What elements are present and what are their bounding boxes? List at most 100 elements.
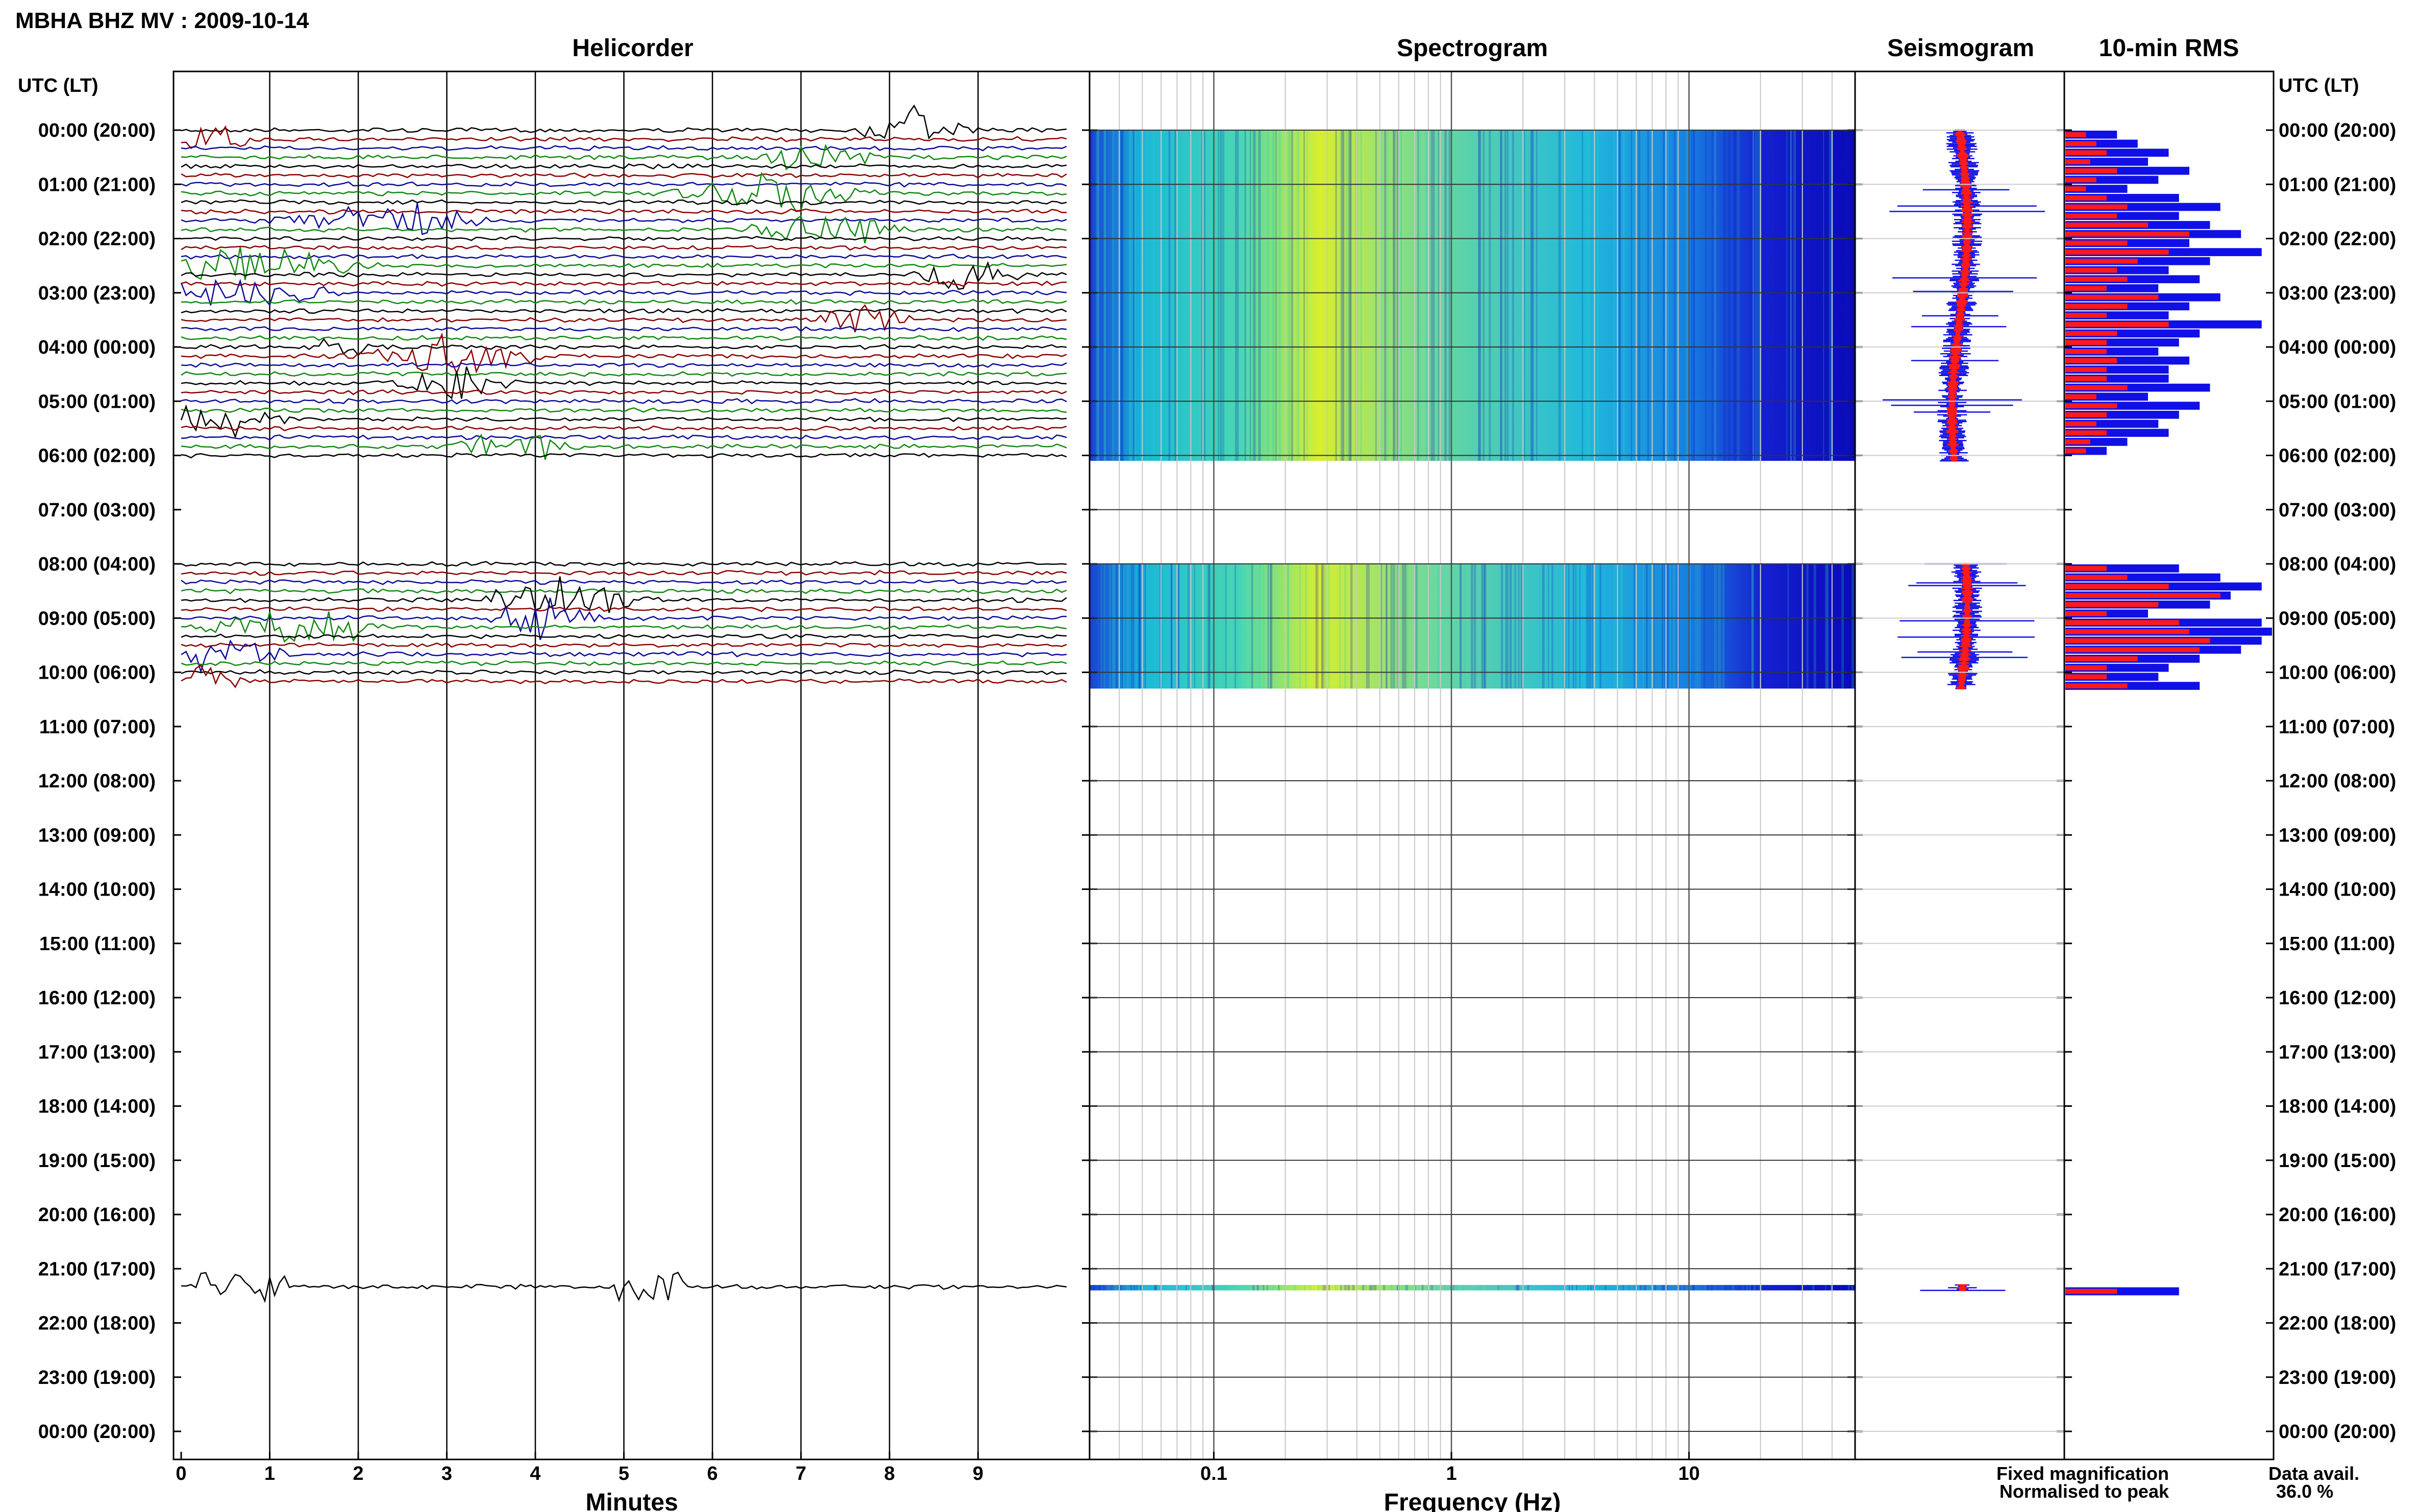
spectrogram-streak bbox=[1680, 1285, 1682, 1291]
spectrogram-streak bbox=[1362, 1285, 1365, 1291]
spectrogram-streak bbox=[1348, 130, 1351, 461]
spectrogram-streak bbox=[1392, 564, 1394, 689]
time-label-right: 03:00 (23:00) bbox=[2279, 283, 2396, 304]
rms-bar-normalised bbox=[2065, 1288, 2117, 1294]
spectrogram-streak bbox=[1752, 130, 1755, 461]
spectrogram-streak bbox=[1732, 1285, 1734, 1291]
spectrogram-streak bbox=[1647, 1285, 1649, 1291]
spectrogram-streak bbox=[1509, 564, 1512, 689]
spectrogram-streak bbox=[1224, 1285, 1226, 1291]
time-label-right: 20:00 (16:00) bbox=[2279, 1204, 2396, 1226]
rms-bar-normalised bbox=[2065, 195, 2107, 201]
spectrogram-streak bbox=[1131, 564, 1133, 689]
spectrogram-streak bbox=[1491, 130, 1493, 461]
spectrogram-streak bbox=[1107, 1285, 1109, 1291]
spectrogram-x-tick-label: 10 bbox=[1678, 1463, 1699, 1484]
spectrogram-xlabel: Frequency (Hz) bbox=[1384, 1489, 1561, 1512]
spectrogram-streak bbox=[1762, 564, 1765, 689]
spectrogram-streak bbox=[1153, 130, 1155, 461]
spectrogram-streak bbox=[1705, 130, 1707, 461]
spectrogram-streak bbox=[1622, 130, 1625, 461]
spectrogram-streak bbox=[1631, 130, 1633, 461]
time-label-right: 04:00 (00:00) bbox=[2279, 337, 2396, 358]
spectrogram-streak bbox=[1366, 564, 1369, 689]
spectrogram-streak bbox=[1793, 130, 1795, 461]
spectrogram-streak bbox=[1714, 130, 1716, 461]
spectrogram-streak bbox=[1460, 564, 1462, 689]
helicorder-trace bbox=[181, 606, 1067, 612]
spectrogram-streak bbox=[1287, 564, 1290, 689]
rms-panel bbox=[2065, 131, 2272, 1296]
spectrogram-band bbox=[1090, 130, 1855, 461]
spectrogram-streak bbox=[1343, 130, 1345, 461]
spectrogram-streak bbox=[1717, 564, 1719, 689]
spectrogram-streak bbox=[1272, 130, 1275, 461]
rms-bar-normalised bbox=[2065, 385, 2128, 390]
helicorder-trace bbox=[181, 125, 1067, 150]
spectrogram-streak bbox=[1288, 130, 1290, 461]
helicorder-trace bbox=[181, 326, 1067, 332]
spectrogram-streak bbox=[1825, 564, 1828, 689]
spectrogram-streak bbox=[1459, 564, 1461, 689]
spectrogram-streak bbox=[1484, 564, 1487, 689]
helicorder-title: Helicorder bbox=[572, 35, 693, 62]
helicorder-trace bbox=[181, 281, 1067, 287]
spectrogram-streak bbox=[1570, 564, 1571, 689]
time-label-right: 07:00 (03:00) bbox=[2279, 500, 2396, 521]
rms-bar-normalised bbox=[2065, 403, 2117, 408]
spectrogram-streak bbox=[1819, 130, 1822, 461]
spectrogram-streak bbox=[1639, 1285, 1642, 1291]
rms-bar-normalised bbox=[2065, 186, 2086, 191]
spectrogram-streak bbox=[1305, 564, 1307, 689]
spectrogram-streak bbox=[1320, 1285, 1323, 1291]
spectrogram-streak bbox=[1844, 130, 1845, 461]
spectrogram-streak bbox=[1135, 130, 1137, 461]
rms-bar-normalised bbox=[2065, 602, 2159, 607]
time-label-right: 23:00 (19:00) bbox=[2279, 1367, 2396, 1389]
helicorder-trace bbox=[181, 569, 1067, 576]
spectrogram-streak bbox=[1258, 130, 1261, 461]
rms-bar-normalised bbox=[2065, 222, 2148, 228]
spectrogram-streak bbox=[1568, 1285, 1570, 1291]
rms-bar-normalised bbox=[2065, 439, 2090, 444]
spectrogram-streak bbox=[1373, 1285, 1375, 1291]
spectrogram-streak bbox=[1471, 564, 1473, 689]
spectrogram-streak bbox=[1820, 1285, 1822, 1291]
time-label-right: 10:00 (06:00) bbox=[2279, 662, 2396, 684]
spectrogram-streak bbox=[1170, 564, 1173, 689]
rms-bar-normalised bbox=[2065, 240, 2128, 246]
spectrogram-streak bbox=[1572, 564, 1574, 689]
spectrogram-streak bbox=[1568, 564, 1570, 689]
spectrogram-streak bbox=[1747, 1285, 1748, 1291]
spectrogram-streak bbox=[1237, 564, 1240, 689]
spectrogram-panel bbox=[1090, 71, 1857, 1459]
spectrogram-streak bbox=[1200, 564, 1201, 689]
spectrogram-streak bbox=[1218, 130, 1221, 461]
spectrogram-streak bbox=[1759, 130, 1761, 461]
rms-bar-normalised bbox=[2065, 331, 2117, 336]
spectrogram-streak bbox=[1256, 1285, 1259, 1291]
spectrogram-streak bbox=[1675, 130, 1677, 461]
spectrogram-streak bbox=[1211, 1285, 1214, 1291]
spectrogram-streak bbox=[1727, 130, 1731, 461]
spectrogram-streak bbox=[1144, 1285, 1146, 1291]
spectrogram-streak bbox=[1208, 564, 1211, 689]
rms-bar-normalised bbox=[2065, 231, 2189, 237]
spectrogram-streak bbox=[1483, 130, 1485, 461]
spectrogram-streak bbox=[1267, 564, 1269, 689]
spectrogram-streak bbox=[1749, 1285, 1751, 1291]
spectrogram-streak bbox=[1201, 130, 1203, 461]
spectrogram-streak bbox=[1518, 564, 1520, 689]
spectrogram-streak bbox=[1489, 130, 1491, 461]
spectrogram-streak bbox=[1275, 130, 1277, 461]
spectrogram-streak bbox=[1396, 130, 1399, 461]
time-label-right: 21:00 (17:00) bbox=[2279, 1258, 2396, 1280]
spectrogram-streak bbox=[1806, 564, 1809, 689]
seismogram-panel bbox=[1882, 129, 2045, 1292]
spectrogram-streak bbox=[1098, 130, 1100, 461]
spectrogram-streak bbox=[1344, 1285, 1347, 1291]
spectrogram-streak bbox=[1436, 1285, 1438, 1291]
spectrogram-streak bbox=[1826, 564, 1829, 689]
spectrogram-streak bbox=[1816, 1285, 1818, 1291]
spectrogram-streak bbox=[1203, 130, 1205, 461]
